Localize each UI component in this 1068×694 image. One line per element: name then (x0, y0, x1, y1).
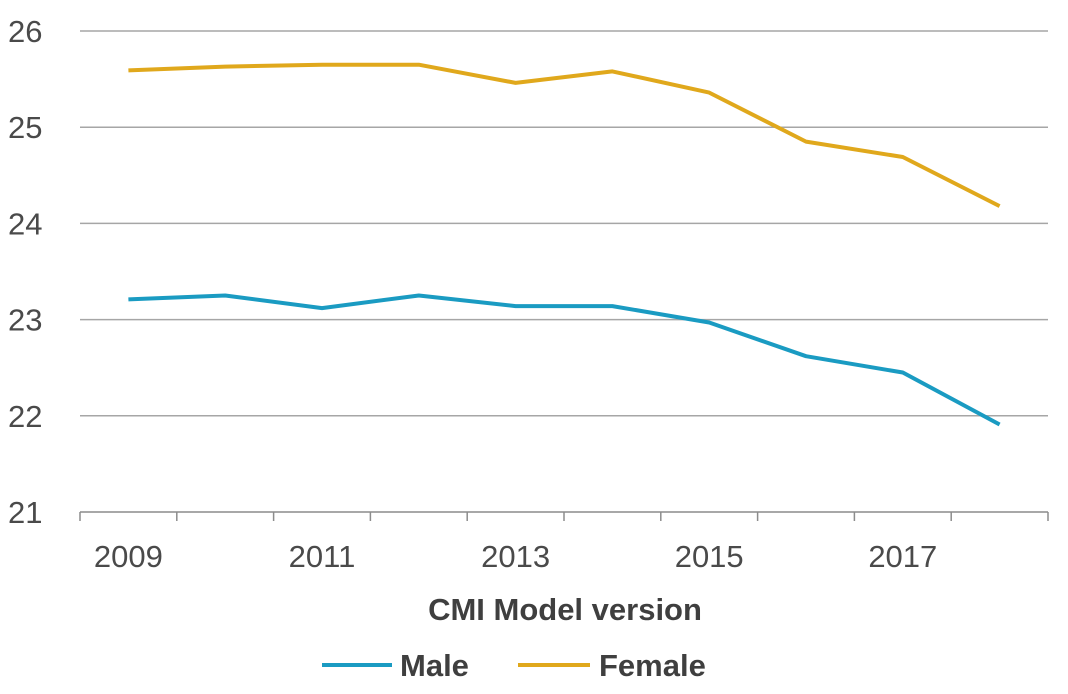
x-tick-label: 2017 (868, 539, 937, 574)
y-tick-labels: 21 22 23 24 25 26 (8, 14, 42, 530)
legend-label-male: Male (400, 648, 469, 683)
x-tick-label: 2009 (94, 539, 163, 574)
legend-label-female: Female (599, 648, 706, 683)
y-tick-label: 26 (8, 14, 42, 49)
x-tick-label: 2013 (481, 539, 550, 574)
y-tick-label: 22 (8, 399, 42, 434)
x-tick-label: 2015 (675, 539, 744, 574)
gridlines (80, 30, 1048, 417)
x-axis-title: CMI Model version (428, 592, 702, 627)
x-tick-labels: 2009 2011 2013 2015 2017 (94, 539, 937, 574)
series-line-female (128, 62, 1001, 208)
x-axis (79, 511, 1049, 521)
y-tick-label: 23 (8, 303, 42, 338)
y-tick-label: 21 (8, 495, 42, 530)
x-tick-label: 2011 (289, 539, 356, 574)
y-tick-label: 24 (8, 206, 42, 241)
series-lines (128, 62, 1001, 427)
y-tick-label: 25 (8, 110, 42, 145)
series-line-male (128, 293, 1001, 427)
legend: Male Female (322, 648, 706, 683)
